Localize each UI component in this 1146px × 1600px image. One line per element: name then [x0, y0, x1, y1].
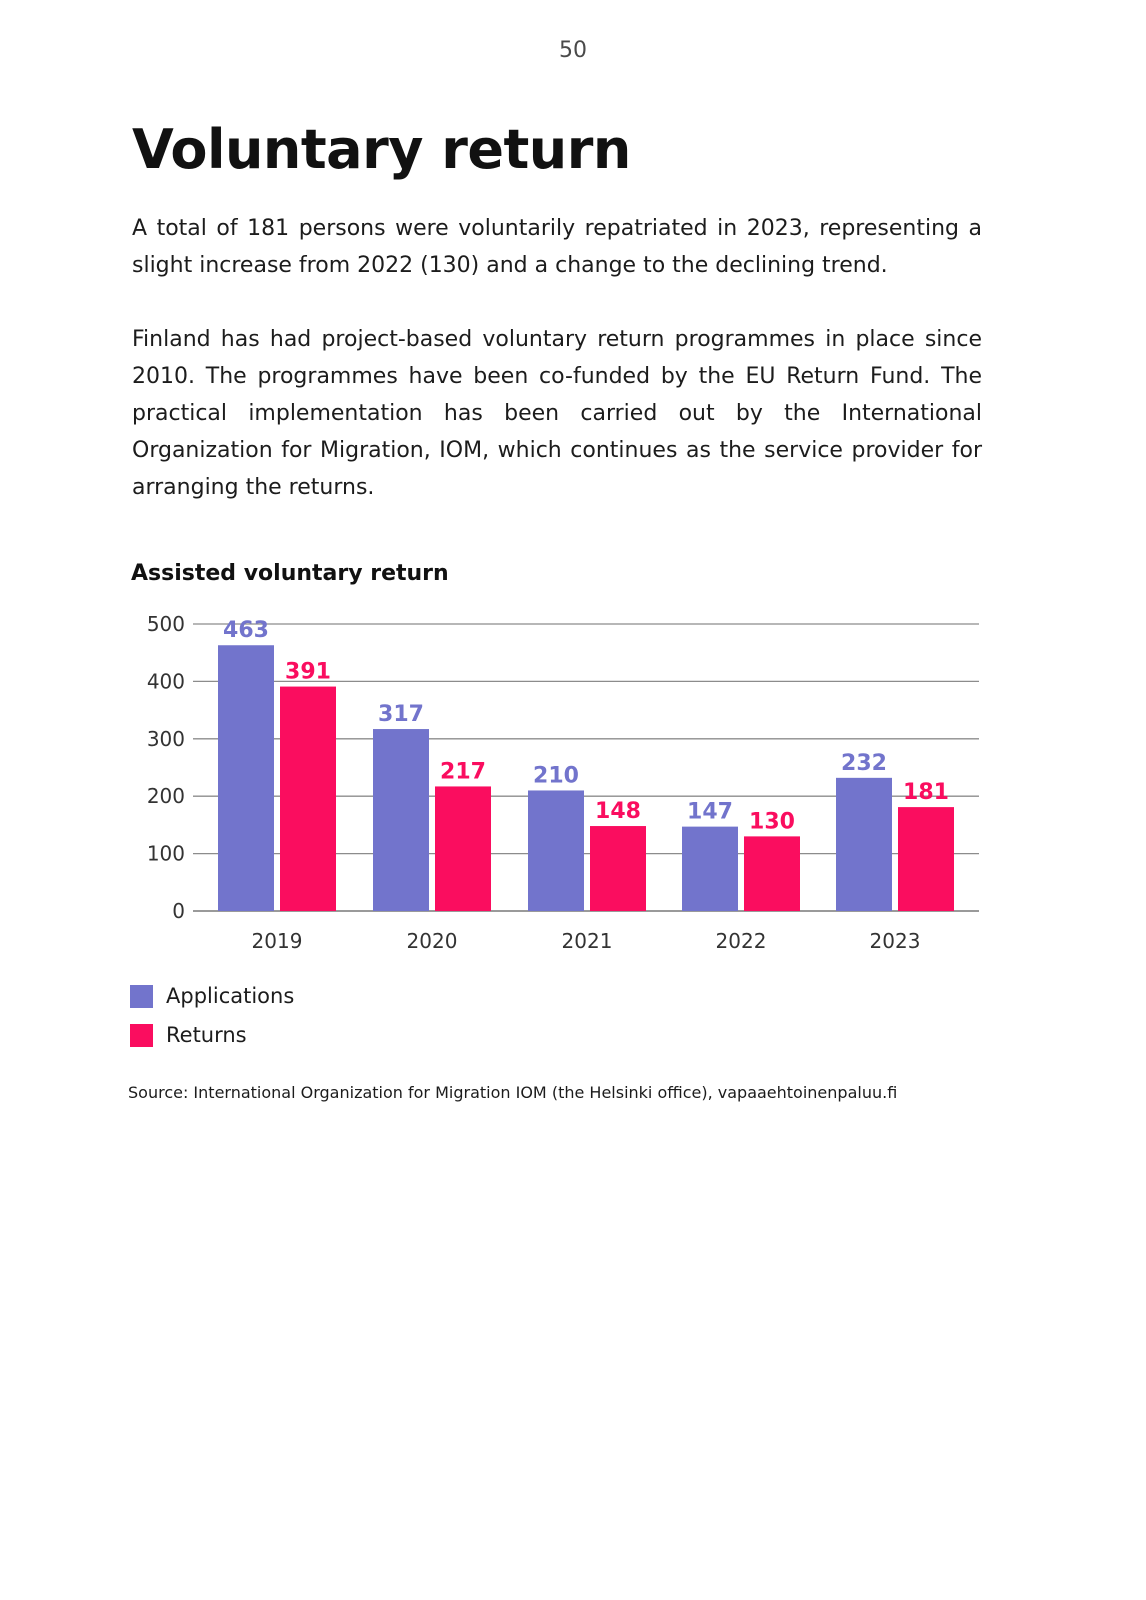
data-label: 232	[841, 751, 887, 776]
x-tick-label: 2023	[870, 929, 921, 953]
x-tick-label: 2022	[716, 929, 767, 953]
y-tick-label: 300	[147, 727, 185, 751]
x-tick-label: 2021	[562, 929, 613, 953]
x-tick-label: 2019	[252, 929, 303, 953]
bar	[898, 807, 954, 911]
bar	[744, 836, 800, 911]
y-tick-label: 100	[147, 842, 185, 866]
programme-paragraph: Finland has had project-based voluntary …	[132, 327, 982, 500]
page-number: 50	[559, 38, 587, 63]
data-label: 147	[687, 800, 733, 825]
x-tick-label: 2020	[407, 929, 458, 953]
data-label: 391	[285, 660, 331, 685]
bar	[435, 786, 491, 911]
legend-item-returns: Returns	[130, 1021, 294, 1049]
legend-item-applications: Applications	[130, 982, 294, 1010]
intro-paragraph: A total of 181 persons were voluntarily …	[132, 216, 982, 278]
data-label: 148	[595, 799, 641, 824]
page-title: Voluntary return	[132, 118, 631, 181]
data-label: 130	[749, 809, 795, 834]
y-tick-label: 0	[172, 899, 185, 923]
y-tick-label: 400	[147, 669, 185, 693]
source-note: Source: International Organization for M…	[128, 1083, 898, 1102]
chart-legend: Applications Returns	[130, 982, 294, 1060]
y-tick-label: 500	[147, 612, 185, 636]
bar	[836, 777, 892, 911]
chart-title: Assisted voluntary return	[131, 561, 449, 586]
data-label: 317	[378, 702, 424, 727]
data-label: 463	[223, 618, 269, 643]
legend-label-applications: Applications	[166, 984, 295, 1008]
legend-swatch-applications	[130, 984, 153, 1008]
legend-label-returns: Returns	[166, 1023, 247, 1047]
bar-chart: 0 100 200 300 400 500 463 391 2019 317 217 2020 210 1…	[147, 612, 979, 953]
data-label: 210	[533, 763, 579, 788]
data-label: 181	[903, 780, 949, 805]
legend-swatch-returns	[130, 1023, 153, 1047]
bar	[590, 826, 646, 911]
bar	[682, 826, 738, 911]
bar	[218, 645, 274, 911]
data-label: 217	[440, 759, 486, 784]
y-tick-label: 200	[147, 784, 185, 808]
bar	[373, 729, 429, 911]
bar	[528, 790, 584, 911]
bar	[280, 686, 336, 911]
